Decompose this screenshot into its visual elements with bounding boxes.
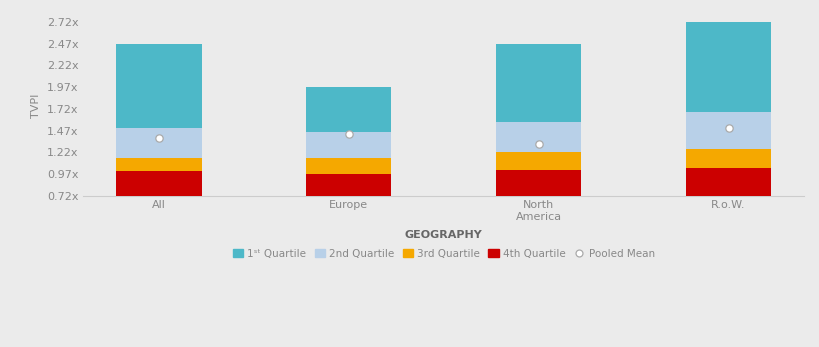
Bar (496, 122, 581, 152)
Bar (686, 168, 771, 196)
Pooled Mean (722, 125, 735, 131)
Pooled Mean (532, 141, 545, 146)
Bar (306, 158, 391, 174)
X-axis label: GEOGRAPHY: GEOGRAPHY (405, 230, 482, 240)
Y-axis label: TVPI: TVPI (31, 93, 42, 118)
Bar (496, 44, 581, 122)
Bar (116, 158, 201, 171)
Bar (496, 170, 581, 196)
Bar (306, 87, 391, 132)
Pooled Mean (152, 136, 165, 141)
Bar (496, 152, 581, 170)
Bar (116, 171, 201, 196)
Bar (116, 128, 201, 158)
Bar (306, 132, 391, 158)
Bar (686, 22, 771, 112)
Bar (686, 149, 771, 168)
Bar (306, 174, 391, 196)
Bar (686, 112, 771, 149)
Pooled Mean (342, 131, 355, 137)
Bar (116, 44, 201, 128)
Legend: 1ˢᵗ Quartile, 2nd Quartile, 3rd Quartile, 4th Quartile, Pooled Mean: 1ˢᵗ Quartile, 2nd Quartile, 3rd Quartile… (229, 244, 659, 263)
